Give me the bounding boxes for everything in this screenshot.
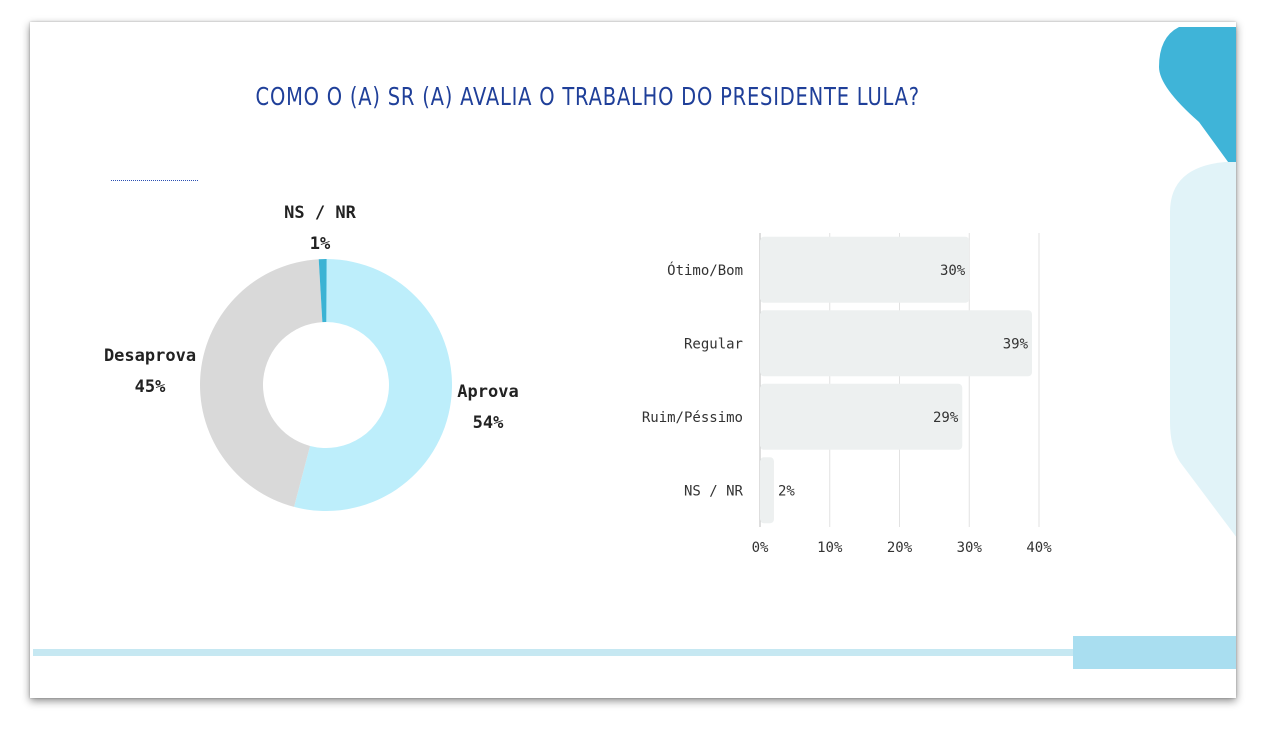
category-label-ruim-pessimo: Ruim/Péssimo bbox=[642, 410, 743, 426]
data-label-ruim-pessimo: 29% bbox=[933, 410, 959, 426]
charts-canvas: Aprova 54% Desaprova 45% NS / NR 1% 0% 10% 20% 3… bbox=[104, 203, 1052, 556]
bar-ruim-pessimo bbox=[760, 383, 963, 450]
donut-label-aprova: Aprova bbox=[457, 382, 518, 402]
donut-chart: Aprova 54% Desaprova 45% NS / NR 1% bbox=[104, 203, 519, 511]
category-label-otimo-bom: Ótimo/Bom bbox=[667, 261, 743, 279]
slide: COMO O (A) SR (A) AVALIA O TRABALHO DO P… bbox=[30, 22, 1236, 698]
decorative-light-shape bbox=[1170, 162, 1236, 537]
bar-otimo-bom bbox=[760, 236, 970, 303]
x-tick-label: 30% bbox=[957, 540, 983, 556]
data-label-regular: 39% bbox=[1003, 336, 1029, 352]
x-tick-label: 20% bbox=[887, 540, 913, 556]
category-label-regular: Regular bbox=[684, 336, 743, 352]
decorative-teal-shape bbox=[1159, 27, 1236, 173]
x-tick-label: 40% bbox=[1026, 540, 1052, 556]
bar-regular bbox=[760, 310, 1033, 377]
donut-value-ns-nr: 1% bbox=[310, 234, 331, 254]
x-tick-label: 10% bbox=[817, 540, 843, 556]
donut-slice-ns-nr bbox=[318, 259, 327, 323]
donut-value-aprova: 54% bbox=[473, 413, 504, 433]
category-label-ns-nr: NS / NR bbox=[684, 483, 744, 499]
donut-slice-desaprova bbox=[200, 259, 323, 507]
bar-ns-nr bbox=[760, 457, 774, 524]
donut-value-desaprova: 45% bbox=[135, 377, 166, 397]
footer-block bbox=[1073, 636, 1236, 669]
donut-label-ns-nr: NS / NR bbox=[284, 203, 356, 223]
footer-line bbox=[33, 649, 1173, 656]
donut-label-desaprova: Desaprova bbox=[104, 346, 196, 366]
data-label-ns-nr: 2% bbox=[778, 483, 795, 499]
donut-slice-aprova bbox=[294, 259, 452, 511]
chart-title: COMO O (A) SR (A) AVALIA O TRABALHO DO P… bbox=[255, 82, 920, 111]
dotted-divider bbox=[111, 180, 198, 181]
x-tick-label: 0% bbox=[752, 540, 769, 556]
bar-chart: 0% 10% 20% 30% 40% Ótimo/Bom 30% Regular 39% Ruim… bbox=[642, 233, 1052, 556]
data-label-otimo-bom: 30% bbox=[940, 263, 966, 279]
